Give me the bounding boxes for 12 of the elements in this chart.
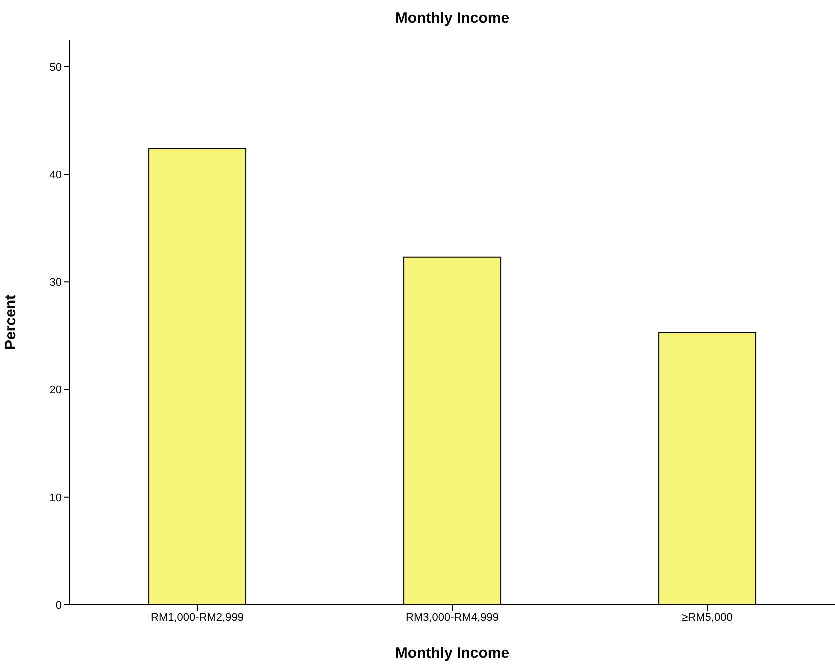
chart-title: Monthly Income <box>394 10 511 27</box>
x-axis-title: Monthly Income <box>395 645 510 662</box>
y-tick-label: 30 <box>50 277 62 290</box>
x-tick-label: RM1,000-RM2,999 <box>151 612 244 624</box>
x-tick-label: RM3,000-RM4,999 <box>406 612 499 624</box>
y-tick-label: 40 <box>50 169 62 182</box>
y-tick-label: 0 <box>56 600 62 612</box>
y-tick-label: 20 <box>50 384 62 397</box>
y-tick-label: 10 <box>50 492 62 504</box>
y-axis-title: Percent <box>2 294 20 350</box>
y-tick-label: 50 <box>50 62 62 74</box>
x-tick-label: ≥RM5,000 <box>682 612 733 624</box>
